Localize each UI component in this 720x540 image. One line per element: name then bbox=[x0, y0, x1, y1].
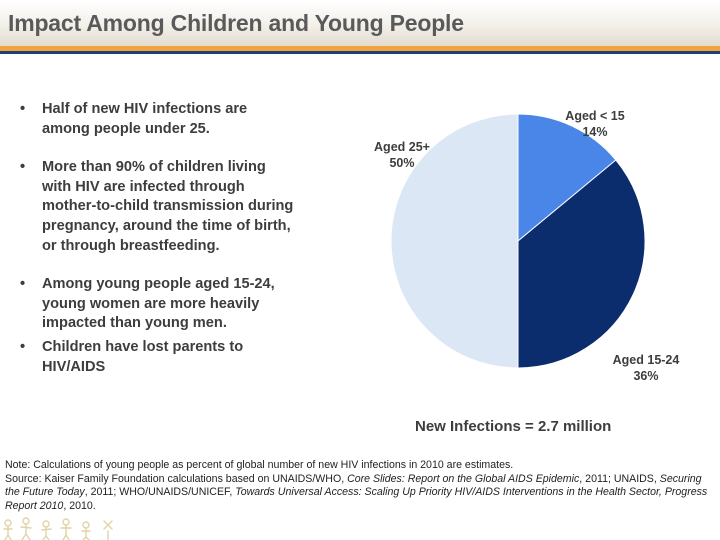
bullet-item: • Half of new HIV infections are among pe… bbox=[18, 100, 298, 139]
source-mid-2: , 2011; WHO/UNAIDS/UNICEF, bbox=[84, 486, 236, 498]
slice-label: Aged 15-24 bbox=[613, 353, 680, 367]
pie-chart-svg: Aged < 15 14% Aged 15-24 36% Aged 25+ 50% bbox=[374, 109, 680, 383]
source-title-2: Securing the Future Today bbox=[5, 472, 702, 499]
slice-label: Aged 25+ bbox=[374, 140, 430, 154]
decorative-figures-icon bbox=[3, 517, 113, 540]
pie-slice bbox=[390, 113, 519, 369]
note-text: Note: Calculations of young people as pe… bbox=[5, 459, 514, 471]
slice-value-label: 36% bbox=[633, 369, 658, 383]
bullet-text: Half of new HIV infections are among peo… bbox=[42, 101, 248, 137]
bullet-item: • More than 90% of children living with H… bbox=[18, 158, 298, 256]
pie-slice bbox=[517, 159, 646, 369]
header-rule-blue bbox=[0, 51, 720, 54]
header-rule-orange bbox=[0, 46, 720, 51]
bullet-text: Children have lost parents to HIV/AIDS bbox=[42, 338, 244, 375]
pie-chart: Aged < 15 14% Aged 15-24 36% Aged 25+ 50% bbox=[340, 100, 710, 440]
page-title: Impact Among Children and Young People bbox=[8, 10, 464, 36]
source-notes: Note: Calculations of young people as pe… bbox=[5, 459, 717, 513]
slice-value-label: 14% bbox=[582, 125, 607, 139]
slice-label: Aged < 15 bbox=[565, 109, 624, 123]
bullet-item: • Children have lost parents to HIV/AIDS bbox=[18, 338, 298, 377]
chart-caption: New Infections = 2.7 million bbox=[415, 418, 612, 435]
bullet-text: More than 90% of children living with HI… bbox=[42, 159, 294, 254]
source-text: Source: Kaiser Family Foundation calcula… bbox=[5, 473, 717, 514]
bullet-item: • Among young people aged 15-24, young wo… bbox=[18, 275, 298, 334]
bullet-dot: • bbox=[20, 159, 26, 176]
slice-value-label: 50% bbox=[389, 156, 414, 170]
source-title-3: Towards Universal Access: Scaling Up Pri… bbox=[5, 486, 708, 512]
bullet-text: Among young people aged 15-24, young wom… bbox=[42, 276, 275, 332]
title-bar: Impact Among Children and Young People bbox=[0, 0, 720, 46]
source-end: , 2010. bbox=[63, 499, 96, 512]
source-lead: Source: Kaiser Family Foundation calcula… bbox=[5, 472, 348, 485]
bullet-dot: • bbox=[20, 101, 26, 117]
source-title-1: Core Slides: Report on the Global AIDS E… bbox=[347, 472, 580, 485]
bullet-list: • Half of new HIV infections are among pe… bbox=[18, 100, 298, 377]
pie-slice bbox=[517, 113, 617, 243]
bullet-dot: • bbox=[20, 338, 26, 355]
bullet-dot: • bbox=[20, 276, 26, 293]
source-mid-1: , 2011; UNAIDS, bbox=[579, 472, 660, 485]
